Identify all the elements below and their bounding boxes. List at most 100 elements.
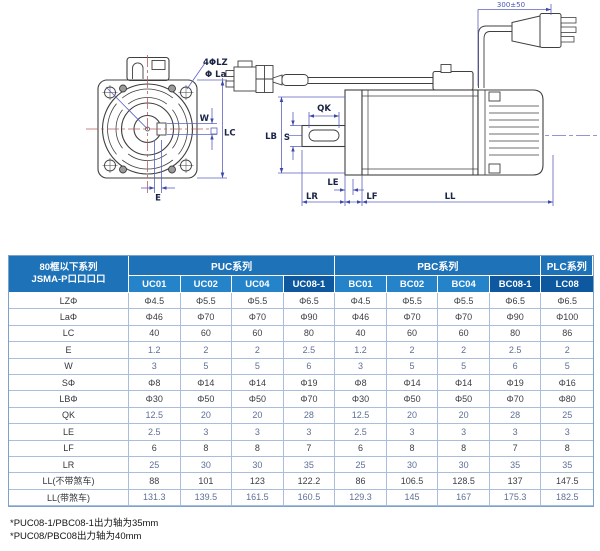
- cell-LF-UC04: 8: [232, 440, 284, 457]
- cell-E-BC08-1: 2.5: [489, 342, 542, 359]
- column-header-UC04: UC04: [232, 276, 284, 293]
- cell-LL(不带煞车)-UC04: 123: [232, 473, 284, 490]
- cell-E-UC01: 1.2: [129, 342, 181, 359]
- row-label-QK: QK: [9, 407, 129, 425]
- cell-E-BC04: 2: [438, 342, 490, 359]
- cell-LE-UC01: 2.5: [129, 424, 181, 441]
- row-label-SΦ: SΦ: [9, 374, 129, 392]
- cell-LL(不带煞车)-UC02: 101: [180, 473, 233, 490]
- motor-body: [361, 89, 479, 176]
- cell-SΦ-BC01: Φ8: [335, 374, 387, 392]
- shaft-keyway: [308, 129, 340, 142]
- column-header-BC04: BC04: [438, 276, 490, 293]
- cell-LZΦ-UC04: Φ5.5: [232, 293, 284, 310]
- label-lf: LF: [366, 192, 377, 202]
- side-dimension-labels: 300±50 QK LB S LE LR LF LL: [265, 1, 525, 202]
- cell-LR-UC04: 30: [232, 456, 284, 474]
- cell-LBΦ-BC02: Φ50: [386, 391, 439, 408]
- cell-LZΦ-UC08-1: Φ6.5: [283, 293, 336, 310]
- cell-E-BC02: 2: [386, 342, 439, 359]
- cell-QK-BC04: 20: [438, 407, 490, 425]
- cell-LL(不带煞车)-UC01: 88: [129, 473, 181, 490]
- cell-QK-UC08-1: 28: [283, 407, 336, 425]
- cell-SΦ-UC02: Φ14: [180, 374, 233, 392]
- cell-LL(带煞车)-BC02: 145: [386, 489, 439, 507]
- cell-SΦ-UC01: Φ8: [129, 374, 181, 392]
- label-cable: 300±50: [497, 1, 525, 9]
- cell-QK-BC02: 20: [386, 407, 439, 425]
- cell-LE-UC04: 3: [232, 424, 284, 441]
- encoder-plug: [225, 60, 309, 93]
- cell-SΦ-BC08-1: Φ19: [489, 374, 542, 392]
- column-header-BC01: BC01: [335, 276, 387, 293]
- cell-LE-UC08-1: 3: [283, 424, 336, 441]
- cell-SΦ-UC08-1: Φ19: [283, 374, 336, 392]
- flange: [344, 89, 363, 176]
- cell-LL(带煞车)-UC04: 161.5: [232, 489, 284, 507]
- cell-LF-UC08-1: 7: [283, 440, 336, 457]
- cell-LaΦ-UC01: Φ46: [129, 309, 181, 326]
- row-label-LC: LC: [9, 325, 129, 343]
- row-label-LE: LE: [9, 424, 129, 441]
- cell-LaΦ-BC02: Φ70: [386, 309, 439, 326]
- cell-LBΦ-UC04: Φ50: [232, 391, 284, 408]
- footnote-1: *PUC08-1/PBC08-1出力轴为35mm: [10, 518, 159, 529]
- cell-LaΦ-BC04: Φ70: [438, 309, 490, 326]
- row-label-E: E: [9, 342, 129, 359]
- column-header-BC08-1: BC08-1: [489, 276, 542, 293]
- front-connector-block: [126, 56, 170, 82]
- cell-LF-BC02: 8: [386, 440, 439, 457]
- cell-QK-BC01: 12.5: [335, 407, 387, 425]
- cell-LZΦ-BC04: Φ5.5: [438, 293, 490, 310]
- cell-LL(带煞车)-BC04: 167: [438, 489, 490, 507]
- cell-LBΦ-UC01: Φ30: [129, 391, 181, 408]
- cell-LZΦ-BC01: Φ4.5: [335, 293, 387, 310]
- cell-LC-LC08: 86: [541, 325, 593, 343]
- cell-LL(不带煞车)-UC08-1: 122.2: [283, 473, 336, 490]
- cell-LC-UC02: 60: [180, 325, 233, 343]
- column-header-LC08: LC08: [541, 276, 593, 293]
- bolt-holes: [102, 84, 194, 174]
- column-header-BC02: BC02: [386, 276, 439, 293]
- row-label-LF: LF: [9, 440, 129, 457]
- cell-QK-BC08-1: 28: [489, 407, 542, 425]
- cell-QK-LC08: 25: [541, 407, 593, 425]
- cell-W-UC04: 5: [232, 358, 284, 375]
- power-connector: [511, 13, 577, 48]
- footnote-2: *PUC08/PBC08出力轴为40mm: [10, 531, 142, 542]
- cell-LaΦ-BC08-1: Φ90: [489, 309, 542, 326]
- cell-LL(带煞车)-BC08-1: 175.3: [489, 489, 542, 507]
- front-dimension-arrows: [149, 80, 225, 190]
- cell-LaΦ-UC08-1: Φ90: [283, 309, 336, 326]
- label-w: W: [200, 114, 210, 124]
- cell-QK-UC04: 20: [232, 407, 284, 425]
- series-group-header-1: PUC系列: [129, 256, 336, 276]
- cell-LL(不带煞车)-BC01: 86: [335, 473, 387, 490]
- cell-LC-UC04: 60: [232, 325, 284, 343]
- label-s: S: [284, 133, 290, 143]
- cell-LC-BC08-1: 80: [489, 325, 542, 343]
- cell-W-BC08-1: 6: [489, 358, 542, 375]
- cell-LBΦ-BC04: Φ50: [438, 391, 490, 408]
- row-label-W: W: [9, 358, 129, 375]
- cell-QK-UC01: 12.5: [129, 407, 181, 425]
- cell-LBΦ-UC08-1: Φ70: [283, 391, 336, 408]
- cell-W-UC08-1: 6: [283, 358, 336, 375]
- cell-LL(不带煞车)-BC04: 128.5: [438, 473, 490, 490]
- cell-LE-BC01: 2.5: [335, 424, 387, 441]
- cell-QK-UC02: 20: [180, 407, 233, 425]
- cell-LC-UC08-1: 80: [283, 325, 336, 343]
- cell-LZΦ-UC02: Φ5.5: [180, 293, 233, 310]
- cell-LaΦ-LC08: Φ100: [541, 309, 593, 326]
- label-qk: QK: [317, 104, 331, 114]
- cell-W-BC04: 5: [438, 358, 490, 375]
- cell-LL(不带煞车)-BC08-1: 137: [489, 473, 542, 490]
- side-dimension-arrows: [279, 7, 553, 204]
- cell-LF-BC08-1: 7: [489, 440, 542, 457]
- cell-LF-UC01: 6: [129, 440, 181, 457]
- cell-E-UC02: 2: [180, 342, 233, 359]
- cell-LZΦ-BC08-1: Φ6.5: [489, 293, 542, 310]
- column-header-UC02: UC02: [180, 276, 233, 293]
- series-group-header-3: PLC系列: [541, 256, 593, 276]
- footnotes: *PUC08-1/PBC08-1出力轴为35mm *PUC08/PBC08出力轴…: [10, 517, 158, 543]
